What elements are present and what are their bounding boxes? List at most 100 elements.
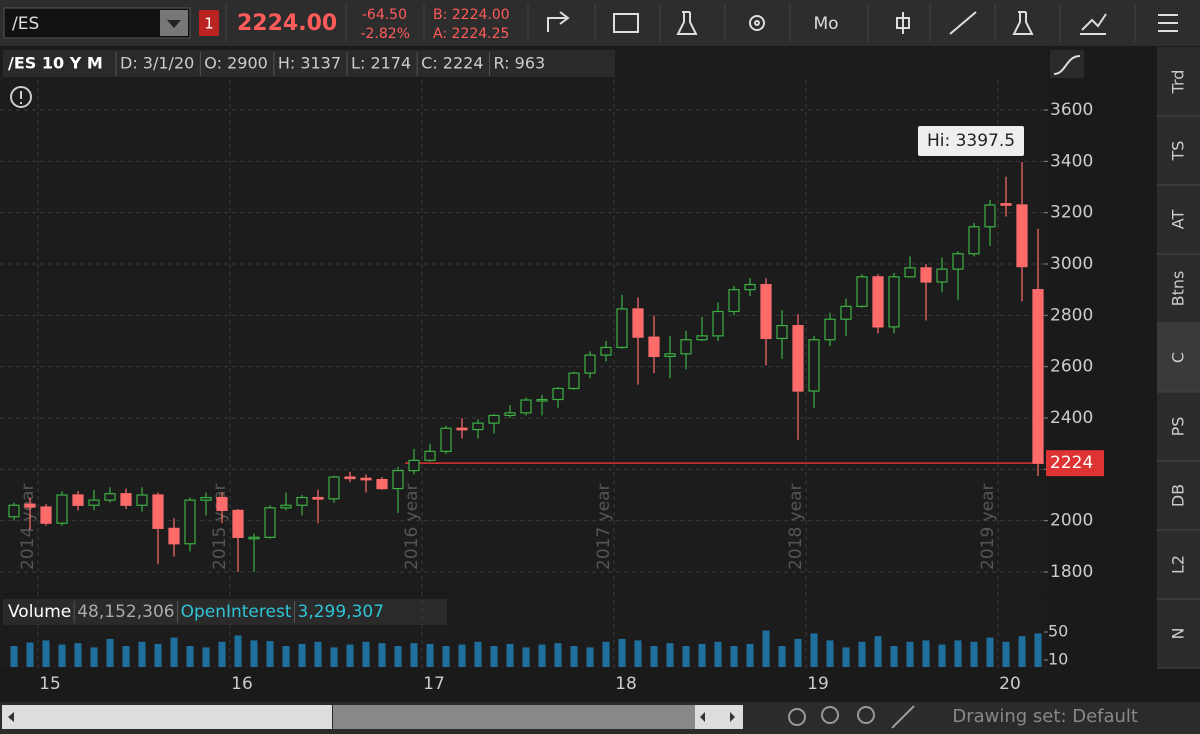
last-label-box bbox=[1046, 450, 1104, 477]
candle-body bbox=[616, 308, 628, 349]
volume-bar bbox=[250, 640, 258, 667]
volume-bar bbox=[938, 644, 946, 667]
year-label: 2018 year bbox=[786, 483, 806, 570]
year-label: 2019 year bbox=[978, 483, 998, 570]
candle-body bbox=[472, 422, 484, 431]
info-item: D: 3/1/20 bbox=[120, 54, 194, 73]
change: -64.50 bbox=[362, 7, 407, 23]
badge: 1 bbox=[204, 15, 214, 33]
volume-bar bbox=[698, 643, 706, 667]
scroll-thumb[interactable] bbox=[333, 705, 695, 729]
volume-bar bbox=[394, 645, 402, 667]
volume-bar bbox=[378, 643, 386, 667]
info-item: L: 2174 bbox=[351, 54, 411, 73]
symbol-box[interactable] bbox=[3, 7, 191, 39]
candle-body bbox=[776, 325, 788, 340]
volume-bar bbox=[298, 643, 306, 667]
volume-bar bbox=[58, 644, 66, 667]
year-label: 2016 year bbox=[402, 483, 422, 570]
volume-bar bbox=[362, 641, 370, 667]
hi-label-box bbox=[918, 125, 1024, 156]
last-label: 2224 bbox=[1050, 453, 1093, 473]
style-icon bbox=[1053, 55, 1081, 75]
volume-bar bbox=[778, 645, 786, 667]
volume-bar bbox=[90, 647, 98, 667]
volume-bar bbox=[746, 643, 754, 667]
oi-value: 3,299,307 bbox=[298, 602, 385, 622]
volume-bar bbox=[506, 643, 514, 667]
alert-icon[interactable] bbox=[10, 86, 32, 108]
volume-bar bbox=[794, 638, 802, 667]
side-tab: C bbox=[1169, 352, 1188, 363]
candle-body bbox=[104, 493, 116, 501]
volume-bar bbox=[266, 641, 274, 667]
scroll-left[interactable] bbox=[2, 705, 332, 729]
volume-bar bbox=[874, 636, 882, 667]
candle-body bbox=[56, 494, 68, 524]
y-tick-label: 1800 bbox=[1050, 562, 1093, 582]
change-pct: -2.82% bbox=[360, 26, 410, 42]
oi-legend: OpenInterest bbox=[181, 602, 292, 622]
volume-bar bbox=[234, 635, 242, 667]
last-price: 2224.00 bbox=[237, 11, 337, 36]
volume-bar bbox=[138, 641, 146, 667]
volume-bar bbox=[730, 645, 738, 667]
candle-body bbox=[200, 496, 212, 501]
volume-bar bbox=[202, 647, 210, 667]
y-tick-label: 2400 bbox=[1050, 408, 1093, 428]
candle-body bbox=[824, 318, 836, 341]
side-tab: DB bbox=[1169, 484, 1188, 507]
volume-bar bbox=[346, 644, 354, 667]
volume-bar bbox=[1018, 636, 1026, 667]
volume-bar bbox=[602, 641, 610, 667]
badge-box[interactable] bbox=[199, 10, 219, 36]
candle-body bbox=[904, 267, 916, 278]
candle-body bbox=[696, 335, 708, 341]
candle-body bbox=[504, 412, 516, 417]
candle-body bbox=[8, 504, 20, 518]
volume-bar bbox=[986, 637, 994, 667]
volume-bar bbox=[410, 643, 418, 667]
volume-bar bbox=[682, 645, 690, 667]
volume-bar bbox=[42, 640, 50, 667]
candle-body bbox=[968, 226, 980, 255]
candle-body bbox=[376, 478, 388, 490]
candle-body bbox=[568, 372, 580, 390]
candle-body bbox=[632, 308, 644, 338]
candle-body bbox=[328, 476, 340, 500]
candle-body bbox=[792, 325, 804, 392]
candle-body bbox=[424, 450, 436, 461]
volume-bar bbox=[490, 645, 498, 667]
side-tab: L2 bbox=[1169, 555, 1188, 574]
volume-bar bbox=[10, 645, 18, 667]
chart-title: /ES 10 Y M bbox=[8, 54, 103, 73]
y-tick-label: 2000 bbox=[1050, 511, 1093, 531]
period[interactable]: Mo bbox=[813, 14, 838, 34]
volume-bar bbox=[858, 641, 866, 667]
volume-bar bbox=[970, 641, 978, 667]
candle-body bbox=[24, 503, 36, 508]
volume-bar bbox=[314, 641, 322, 667]
volume-bar bbox=[554, 643, 562, 667]
candle-body bbox=[392, 470, 404, 490]
candle-body bbox=[456, 427, 468, 431]
footer-tools[interactable] bbox=[788, 705, 915, 729]
volume-bar bbox=[474, 641, 482, 667]
x-tick-label: 16 bbox=[231, 674, 253, 694]
toolbar-icons[interactable] bbox=[547, 11, 1178, 35]
volume-bar bbox=[634, 640, 642, 667]
side-tab: Trd bbox=[1169, 70, 1188, 95]
volume-bar bbox=[106, 638, 114, 667]
info-bar bbox=[3, 50, 615, 77]
side-tab: N bbox=[1169, 628, 1188, 640]
volume-bar bbox=[426, 643, 434, 667]
x-tick-label: 15 bbox=[39, 674, 61, 694]
candle-body bbox=[40, 506, 52, 524]
candle-body bbox=[584, 354, 596, 374]
candle-body bbox=[136, 494, 148, 506]
candle-body bbox=[952, 253, 964, 270]
info-item: O: 2900 bbox=[204, 54, 268, 73]
drawing-set[interactable]: Drawing set: Default bbox=[952, 706, 1138, 727]
candle-body bbox=[648, 336, 660, 358]
y-tick-label: 2800 bbox=[1050, 305, 1093, 325]
